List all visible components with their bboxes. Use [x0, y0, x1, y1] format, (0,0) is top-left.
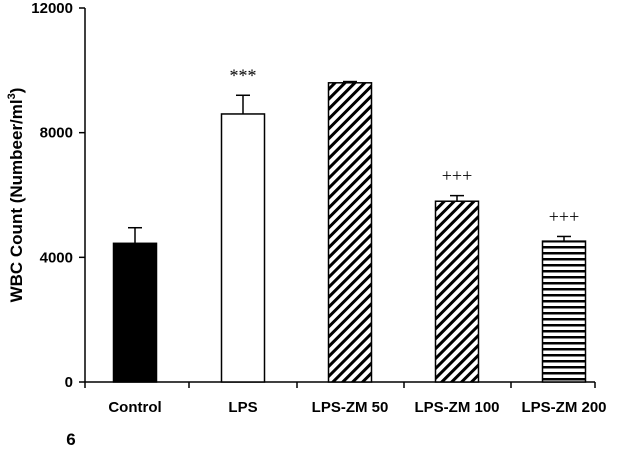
significance-annotation: +++: [549, 206, 579, 226]
bars-group: [112, 82, 587, 383]
bar: [434, 200, 480, 383]
bar: [541, 240, 587, 383]
bar: [220, 113, 266, 383]
y-axis-title: WBC Count (Numbeer/ml3): [6, 88, 26, 303]
x-category-label: LPS-ZM 50: [312, 399, 389, 416]
y-axis: [79, 7, 86, 383]
panel-label: 6: [66, 430, 75, 449]
annotations-group: *** +++ +++: [230, 65, 580, 226]
x-category-label: LPS-ZM 200: [521, 399, 606, 416]
x-category-label: LPS-ZM 100: [414, 399, 499, 416]
x-category-label: LPS: [228, 399, 257, 416]
x-category-label: Control: [108, 399, 161, 416]
y-tick-label: 0: [65, 374, 73, 391]
y-tick-label: 4000: [40, 249, 73, 266]
significance-annotation: +++: [442, 166, 472, 186]
significance-annotation: ***: [230, 65, 257, 85]
category-labels-group: Control LPS LPS-ZM 50 LPS-ZM 100 LPS-ZM 200: [108, 399, 606, 416]
error-bars-group: [128, 80, 571, 244]
x-axis: [84, 381, 596, 388]
y-tick-label: 8000: [40, 125, 73, 142]
tick-labels-group: 0 4000 8000 12000: [31, 0, 73, 391]
y-axis-title-superscript: 3: [6, 93, 18, 99]
y-axis-title-close: ): [7, 88, 26, 94]
y-tick-label: 12000: [31, 0, 73, 17]
bar: [327, 82, 373, 383]
bar: [112, 242, 158, 383]
